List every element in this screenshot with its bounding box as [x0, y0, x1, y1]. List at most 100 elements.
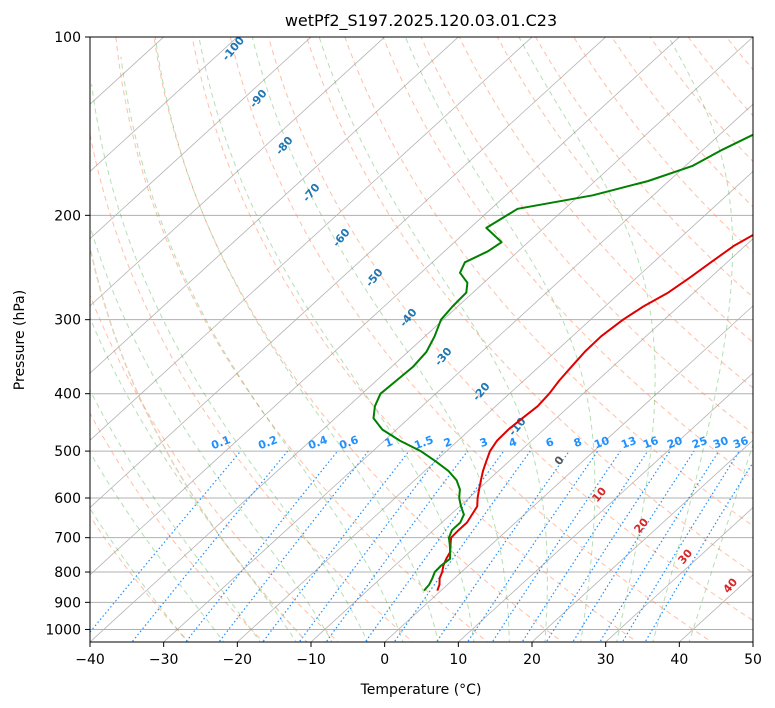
y-tick-label: 700: [54, 531, 81, 547]
mixing-ratio-label: 2: [442, 435, 454, 450]
mixing-ratio-label: 20: [665, 434, 684, 452]
dry-adiabat-line: [90, 293, 339, 642]
mixing-ratio-line: [185, 450, 339, 642]
chart-title: wetPf2_S197.2025.120.03.01.C23: [285, 11, 557, 31]
plot-frame: [89, 36, 754, 643]
y-axis-label: Pressure (hPa): [12, 290, 28, 390]
dry-adiabat-line: [496, 37, 753, 344]
isotherm-line: [457, 372, 753, 642]
moist-adiabat-line: [90, 316, 297, 642]
x-tick-label: −20: [223, 652, 253, 668]
dry-adiabat-line: [90, 412, 265, 642]
dry-adiabat-line: [267, 37, 753, 622]
x-tick-label: 20: [523, 652, 541, 668]
dry-adiabat-line: [229, 37, 713, 642]
moist-adiabat-line: [688, 442, 753, 642]
moist-adiabat-line: [652, 37, 734, 642]
mixing-ratio-label: 0.6: [337, 433, 360, 452]
moist-adiabat-line: [318, 37, 548, 642]
mixing-ratio-label: 1.5: [412, 433, 435, 452]
y-tick-label: 400: [54, 387, 81, 403]
mixing-ratio-line: [521, 450, 649, 642]
x-tick-label: −40: [75, 652, 105, 668]
mixing-ratio-line: [325, 450, 468, 642]
mixing-ratio-line: [218, 450, 369, 642]
y-axis: 1000 900 800 700 600 500 400 300 200 100: [45, 30, 90, 638]
x-tick-label: 40: [670, 652, 688, 668]
mixing-ratio-label: 36: [731, 434, 750, 452]
isotherm-line: [90, 37, 238, 172]
moist-adiabat-line: [90, 389, 261, 642]
isotherm-line: [90, 37, 680, 576]
mixing-ratio-label: 30: [711, 434, 730, 452]
dry-adiabat-line: [115, 37, 489, 642]
sounding-series: [372, 133, 753, 592]
dry-adiabat-line: [344, 37, 753, 527]
mixing-ratio-line: [364, 450, 505, 642]
y-tick-label: 300: [54, 313, 81, 329]
x-axis-label: Temperature (°C): [360, 682, 482, 698]
y-tick-label: 200: [54, 208, 81, 224]
boundary-curve: [90, 243, 308, 642]
dry-adiabat-line: [306, 37, 753, 574]
mixing-ratio-line: [491, 450, 621, 642]
mixing-ratio-label: 6: [544, 435, 556, 450]
moist-adiabat-line: [404, 37, 596, 642]
mixing-ratio-label: 0.2: [256, 433, 279, 452]
mixing-ratio-line: [131, 450, 289, 642]
y-tick-label: 1000: [45, 622, 81, 638]
isotherm-line: [605, 507, 753, 642]
y-tick-label: 900: [54, 595, 81, 611]
mixing-ratio-line: [599, 450, 720, 642]
moist-adiabat-line: [90, 224, 333, 642]
moist-adiabat-line: [90, 451, 225, 642]
dry-adiabat-line: [191, 37, 638, 642]
moist-adiabat-line: [90, 507, 188, 642]
temperature-series-line: [436, 233, 753, 591]
mixing-ratio-line: [466, 450, 599, 642]
isotherm-line: [90, 37, 753, 642]
moist-adiabat-line: [91, 83, 369, 642]
moist-adiabat-line: [154, 37, 439, 642]
mixing-ratio-line: [545, 450, 671, 642]
dewpoint-series-line: [372, 133, 753, 592]
mixing-ratio-label: 13: [619, 434, 638, 451]
dry-adiabat-line: [90, 515, 190, 642]
isotherm-line: [90, 37, 459, 374]
isotherm-line: [90, 37, 533, 441]
x-tick-label: 0: [380, 652, 389, 668]
isotherm-line: [531, 439, 753, 642]
mixing-ratio-label: 10: [592, 434, 611, 452]
isotherm-line: [90, 37, 386, 307]
y-tick-label: 500: [54, 444, 81, 460]
mixing-ratio-line: [621, 450, 740, 642]
dry-adiabat-line: [458, 37, 753, 389]
mixing-ratio-label: 4: [507, 435, 519, 450]
x-tick-label: −30: [149, 652, 179, 668]
mixing-ratio-label: 3: [478, 435, 490, 450]
isotherm-line: [236, 170, 753, 642]
dry-adiabat-line: [153, 37, 564, 642]
x-tick-label: −10: [296, 652, 326, 668]
x-tick-label: 50: [744, 652, 762, 668]
moist-adiabat-line: [251, 37, 510, 642]
y-tick-label: 800: [54, 565, 81, 581]
mixing-ratio-label: 1: [383, 435, 395, 450]
mixing-ratio-line: [572, 450, 695, 642]
mixing-ratio-label: 25: [690, 434, 709, 451]
mixing-ratio-label: 0.4: [306, 433, 329, 452]
x-tick-label: 10: [449, 652, 467, 668]
background-lines: [90, 37, 753, 642]
mixing-ratio-line: [435, 450, 570, 642]
isotherm-line: [163, 103, 753, 642]
moist-adiabat-line: [198, 37, 475, 642]
mixing-ratio-label: 0.1: [209, 433, 232, 452]
y-tick-label: 100: [54, 30, 81, 46]
dry-adiabat-line: [90, 131, 414, 642]
isotherm-line: [384, 305, 753, 642]
x-axis: −40 −30 −20 −10 0 10 20 30 40 50: [75, 642, 762, 668]
y-tick-label: 600: [54, 491, 81, 507]
isotherm-line: [310, 238, 753, 642]
isotherm-line: [90, 37, 607, 509]
